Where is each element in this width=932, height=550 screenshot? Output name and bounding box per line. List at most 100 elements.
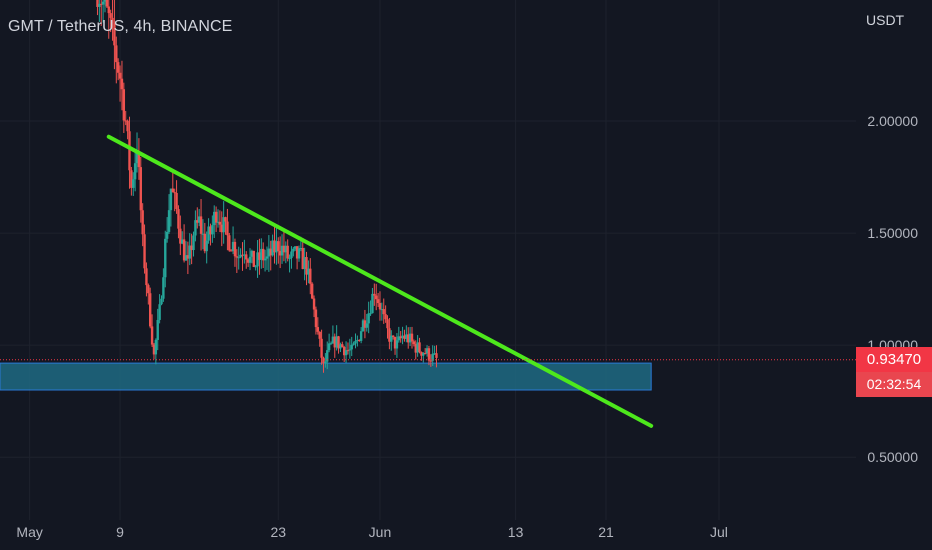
candle-body [101, 1, 105, 5]
candle-body [297, 248, 301, 259]
candle-body [414, 344, 417, 353]
candle-body [363, 320, 367, 328]
candle-body [120, 78, 124, 90]
candle-body [160, 298, 163, 305]
candle-body [218, 221, 222, 225]
candle-body [254, 266, 257, 268]
candle-body [410, 333, 414, 342]
candle-body [179, 228, 182, 244]
candle-body [314, 309, 318, 328]
candle-body [356, 339, 359, 341]
candle-body [429, 360, 433, 362]
candle-body [201, 233, 205, 235]
candle-body [181, 239, 184, 244]
candle-body [346, 350, 350, 352]
candle-body [431, 353, 434, 361]
candle-body [288, 258, 291, 260]
countdown-label: 02:32:54 [856, 371, 932, 397]
candle-body [145, 268, 148, 286]
candle-body [342, 346, 346, 356]
candle-body [124, 120, 127, 122]
candle-body [226, 221, 229, 236]
candle-body [416, 342, 419, 353]
candle-body [369, 313, 372, 315]
last-price-label: 0.93470 [856, 346, 932, 372]
candle-body [214, 211, 218, 223]
candle-body [128, 131, 131, 171]
candle-body [310, 283, 314, 299]
candle-body [395, 340, 399, 349]
candle-body [391, 335, 395, 337]
candle-body [390, 335, 393, 342]
currency-label: USDT [866, 12, 905, 28]
candle-body [277, 241, 280, 251]
candle-body [348, 349, 352, 351]
candle-body [292, 248, 295, 252]
x-tick-label: 21 [598, 524, 614, 540]
candle-body [433, 353, 436, 355]
candle-body [190, 245, 193, 251]
candle-body [116, 62, 120, 73]
candle-body [130, 170, 133, 188]
candle-body [423, 353, 427, 355]
candle-body [361, 320, 365, 332]
candle-body [211, 225, 214, 235]
candle-body [299, 248, 303, 250]
candle-body [182, 239, 186, 261]
x-tick-label: Jul [710, 524, 728, 540]
candle-body [375, 295, 378, 300]
candle-body [275, 241, 278, 253]
candle-body [399, 336, 402, 339]
candle-body [420, 352, 423, 356]
candle-body [213, 211, 216, 226]
candle-body [322, 357, 325, 364]
candle-body [98, 3, 101, 7]
candle-body [156, 319, 159, 340]
candle-body [222, 217, 225, 233]
candle-body [239, 254, 242, 258]
candle-body [237, 257, 240, 259]
candle-body [203, 233, 207, 252]
candle-body [133, 163, 137, 180]
candle-body [224, 217, 227, 222]
x-tick-label: Jun [369, 524, 392, 540]
candle-body [100, 3, 103, 5]
candle-body [235, 256, 239, 258]
candle-body [326, 350, 329, 362]
candle-body [344, 350, 348, 356]
candle-body [139, 167, 142, 211]
candle-body [376, 299, 380, 304]
candle-body [196, 220, 199, 223]
candle-body [256, 252, 259, 267]
candle-body [150, 326, 154, 345]
candle-body [422, 353, 425, 356]
candle-body [265, 256, 269, 259]
candle-body [171, 188, 175, 193]
candle-body [175, 192, 178, 210]
x-tick-label: May [16, 524, 42, 540]
candle-body [435, 353, 438, 358]
chart-title: GMT / TetherUS, 4h, BINANCE [8, 18, 233, 35]
candle-body [282, 245, 286, 253]
candle-body [229, 250, 233, 252]
candle-body [207, 226, 210, 241]
candle-body [105, 0, 109, 7]
candle-body [327, 343, 331, 351]
candle-body [305, 257, 308, 275]
candle-body [107, 6, 110, 14]
candle-body [122, 89, 126, 121]
candle-body [103, 0, 107, 2]
candle-body [358, 339, 361, 341]
candle-body [252, 250, 255, 267]
candle-body [412, 341, 416, 345]
candle-body [250, 250, 254, 257]
candle-body [271, 240, 274, 256]
candle-body [284, 245, 288, 253]
candle-body [165, 231, 169, 239]
candle-body [109, 13, 112, 18]
candle-body [186, 255, 190, 259]
candle-body [352, 343, 355, 345]
candle-body [371, 293, 374, 314]
